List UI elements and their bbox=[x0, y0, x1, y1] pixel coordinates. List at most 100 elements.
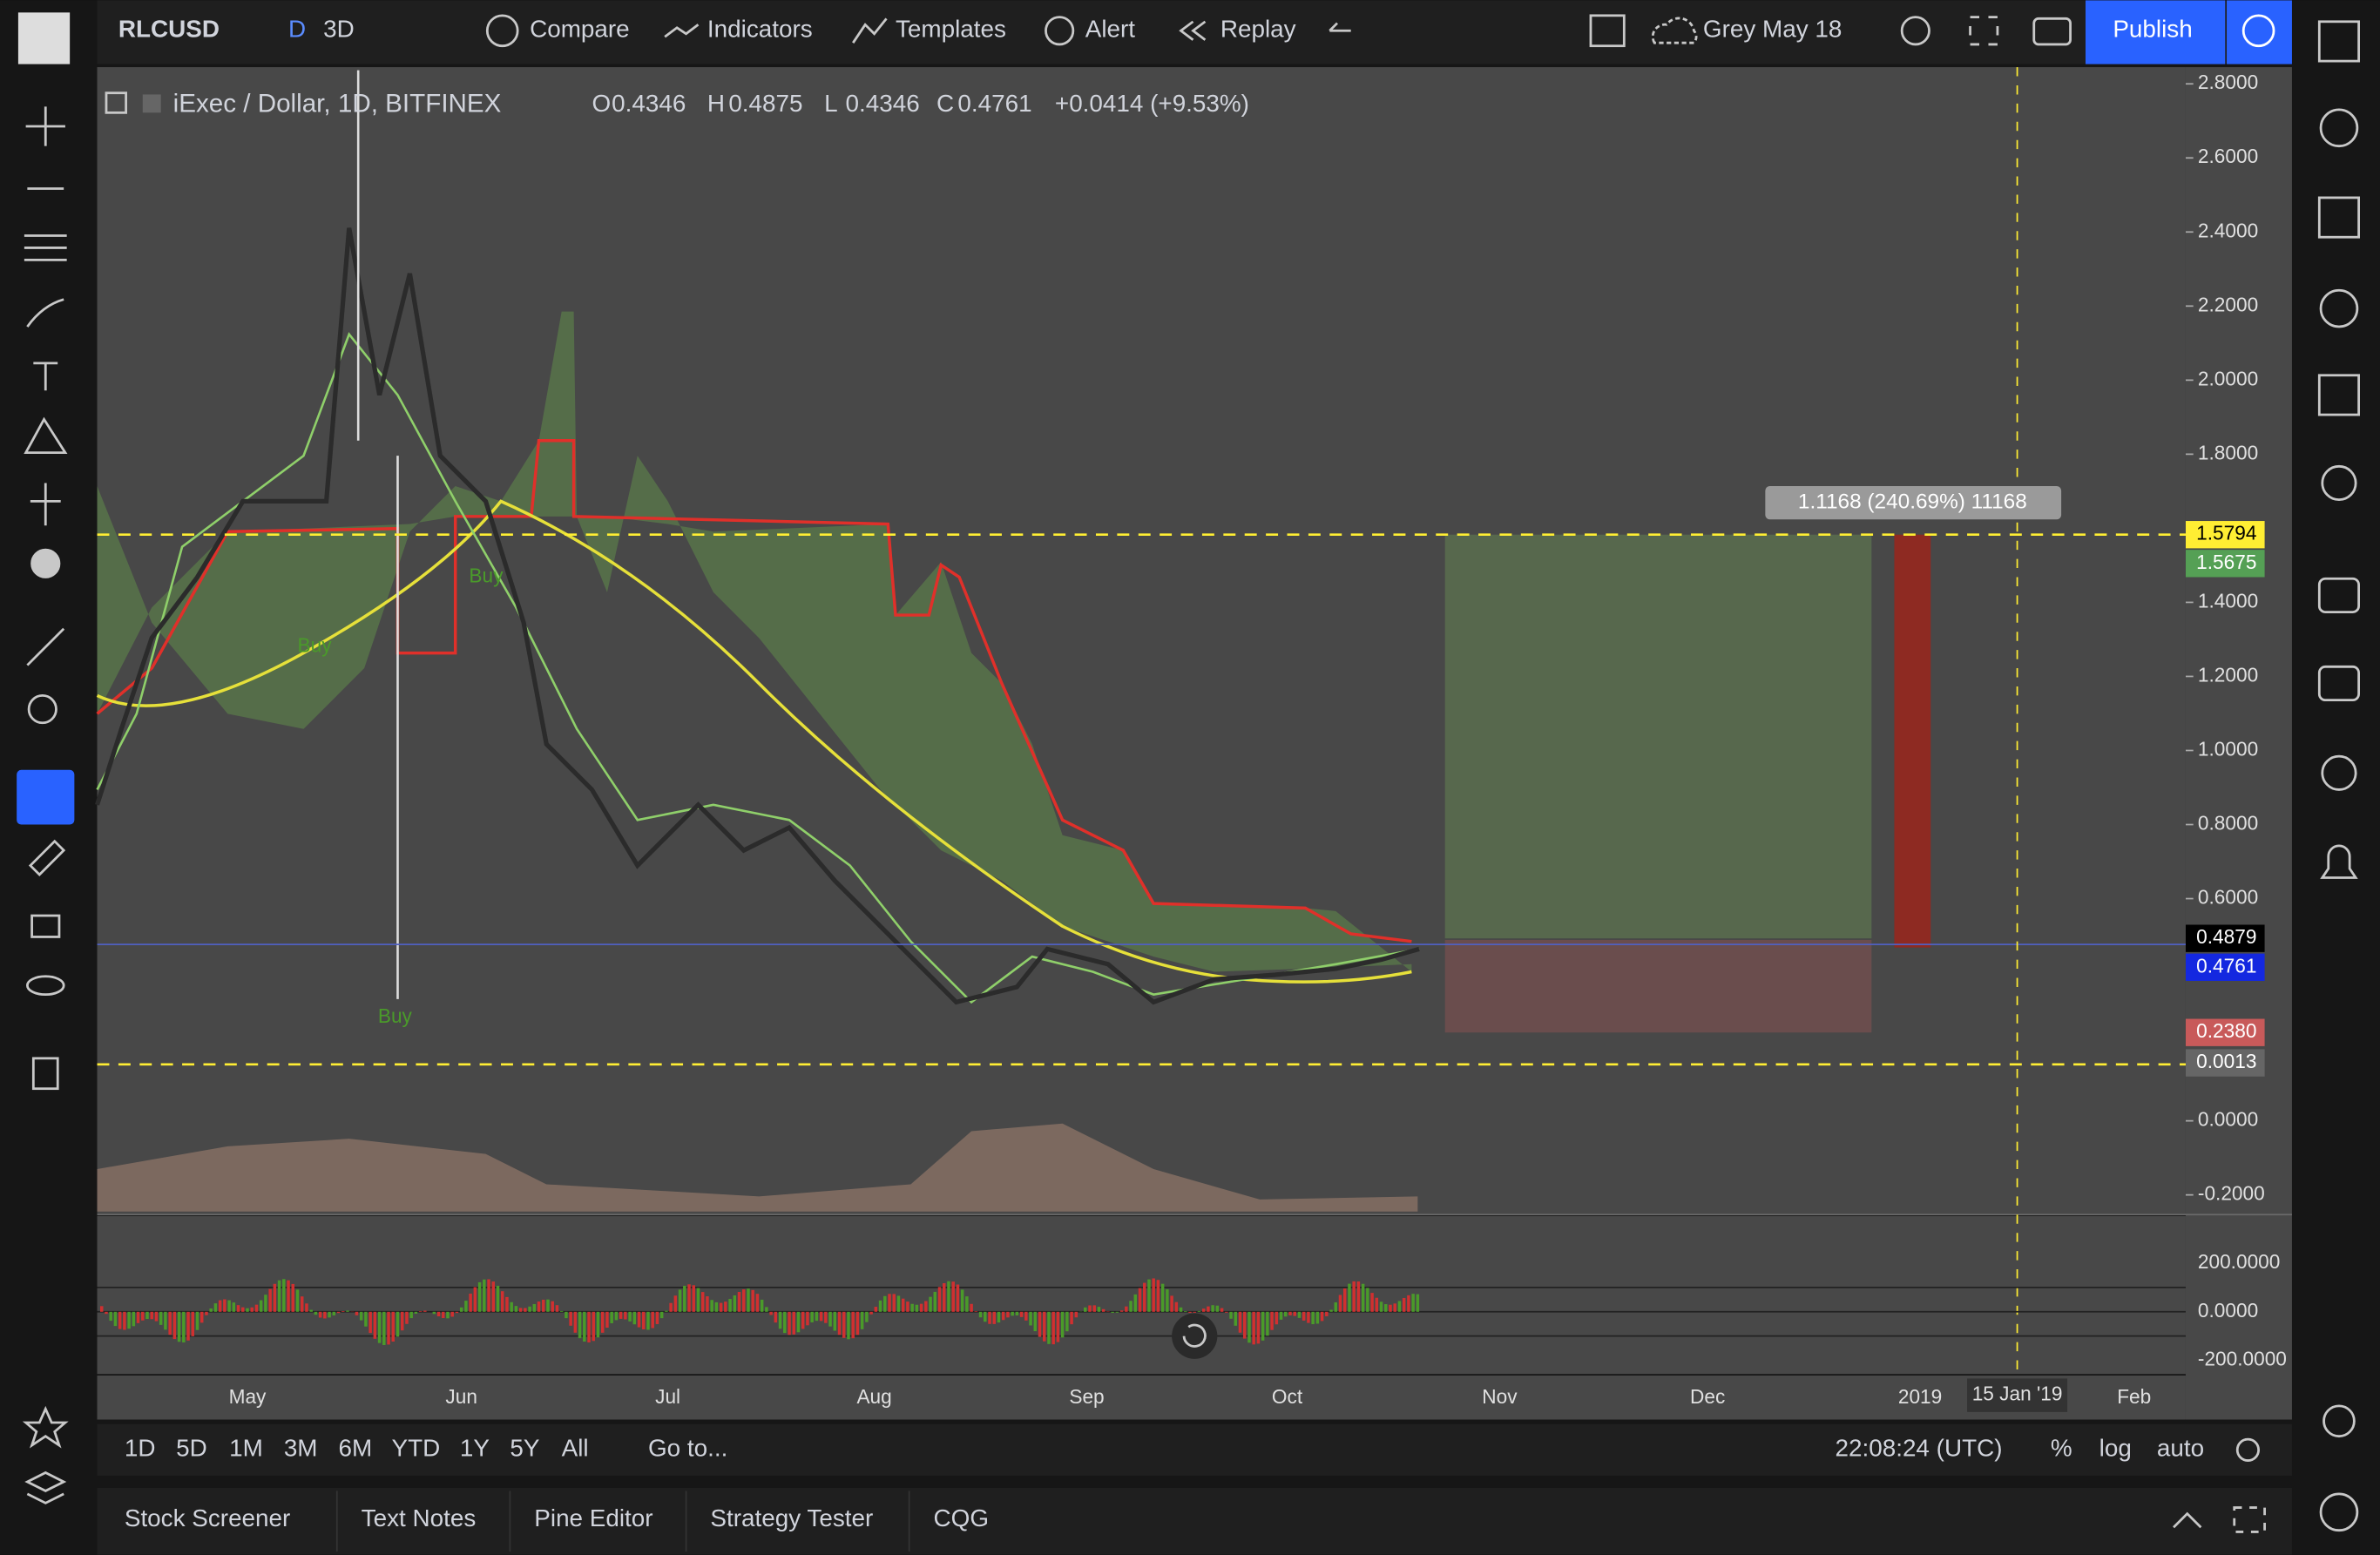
osc-bar bbox=[141, 1311, 145, 1321]
bug-report[interactable] bbox=[2323, 1404, 2356, 1438]
osc-bar bbox=[154, 1311, 159, 1322]
undo[interactable] bbox=[1329, 22, 1351, 32]
magnet-tool[interactable] bbox=[17, 769, 75, 825]
legend-toggle[interactable] bbox=[105, 91, 128, 114]
osc-bar bbox=[118, 1311, 122, 1329]
osc-bar bbox=[724, 1301, 727, 1312]
ideas[interactable] bbox=[2321, 464, 2357, 502]
osc-bar bbox=[282, 1279, 286, 1312]
scale-option[interactable]: % bbox=[2051, 1435, 2072, 1462]
chats[interactable] bbox=[2317, 577, 2361, 613]
settings[interactable] bbox=[1900, 16, 1930, 46]
help[interactable] bbox=[2319, 1492, 2359, 1532]
layout-icon[interactable] bbox=[1589, 14, 1626, 48]
osc-bar bbox=[978, 1311, 983, 1318]
range-button[interactable]: 1M bbox=[229, 1435, 263, 1462]
price-tick-label: 2.6000 bbox=[2198, 145, 2258, 167]
interval[interactable]: D bbox=[288, 16, 306, 43]
maximize-panel[interactable] bbox=[2233, 1506, 2266, 1533]
scale-option[interactable]: auto bbox=[2157, 1435, 2204, 1462]
play-button[interactable] bbox=[2227, 0, 2292, 64]
fullscreen[interactable] bbox=[1969, 16, 1999, 46]
measure-bar[interactable] bbox=[1894, 534, 1931, 948]
watchlist[interactable] bbox=[2317, 20, 2361, 63]
publish-button[interactable]: Publish bbox=[2113, 16, 2192, 43]
osc-bar bbox=[984, 1311, 987, 1322]
osc-bar bbox=[637, 1311, 641, 1328]
lock-tool[interactable] bbox=[30, 914, 61, 938]
measure-tool[interactable] bbox=[30, 483, 61, 526]
range-button[interactable]: 5Y bbox=[510, 1435, 539, 1462]
templates-button[interactable]: Templates bbox=[896, 16, 1006, 43]
range-button[interactable]: 1Y bbox=[460, 1435, 490, 1462]
range-button[interactable]: All bbox=[562, 1435, 589, 1462]
ruler-tool[interactable] bbox=[26, 627, 65, 666]
time-tick-label: Sep bbox=[1069, 1385, 1104, 1408]
stop-zone[interactable] bbox=[1444, 939, 1872, 1033]
osc-bar bbox=[418, 1311, 423, 1312]
alert-button[interactable]: Alert bbox=[1085, 16, 1136, 43]
hotlist[interactable] bbox=[2319, 288, 2359, 328]
price-tick-label: 0.6000 bbox=[2198, 886, 2258, 909]
bottom-tab[interactable]: Pine Editor bbox=[534, 1504, 652, 1531]
compare-button[interactable]: Compare bbox=[530, 16, 630, 43]
reset-chart[interactable] bbox=[1172, 1313, 1218, 1359]
text-tool[interactable] bbox=[33, 362, 58, 391]
bottom-tab[interactable]: Strategy Tester bbox=[710, 1504, 873, 1531]
range-button[interactable]: 3M bbox=[284, 1435, 318, 1462]
data-window[interactable] bbox=[2317, 196, 2361, 239]
interval[interactable]: 3D bbox=[323, 16, 355, 43]
streams[interactable] bbox=[2321, 754, 2357, 791]
zoom-tool[interactable] bbox=[27, 694, 57, 725]
crosshair-tool[interactable] bbox=[25, 106, 65, 146]
shape-tool[interactable] bbox=[30, 548, 61, 578]
bottom-panel bbox=[97, 1487, 2292, 1555]
osc-bar bbox=[1307, 1311, 1310, 1323]
range-button[interactable]: 1D bbox=[125, 1435, 156, 1462]
replay-button[interactable]: Replay bbox=[1220, 16, 1296, 43]
range-button[interactable]: 6M bbox=[339, 1435, 373, 1462]
object-tree[interactable] bbox=[24, 1470, 67, 1504]
messages[interactable] bbox=[2317, 665, 2361, 702]
goto-button[interactable]: Go to... bbox=[648, 1435, 727, 1462]
osc-bar bbox=[496, 1285, 500, 1312]
osc-bar bbox=[1215, 1305, 1220, 1312]
osc-bar bbox=[1311, 1311, 1315, 1325]
bottom-tab[interactable]: Stock Screener bbox=[125, 1504, 290, 1531]
brush-tool[interactable] bbox=[26, 298, 64, 328]
osc-bar bbox=[1297, 1311, 1302, 1318]
notifications[interactable] bbox=[2320, 844, 2358, 879]
avatar[interactable] bbox=[17, 12, 71, 64]
lock-draw-tool[interactable] bbox=[28, 839, 66, 876]
bottom-tab[interactable]: CQG bbox=[934, 1504, 989, 1531]
osc-bar bbox=[1184, 1311, 1187, 1312]
publish-button-bg[interactable] bbox=[2085, 0, 2226, 64]
hide-tool[interactable] bbox=[25, 975, 65, 997]
layout-name[interactable]: Grey May 18 bbox=[1703, 16, 1842, 43]
bottom-tab[interactable]: Text Notes bbox=[362, 1504, 477, 1531]
osc-bar bbox=[733, 1295, 737, 1312]
osc-bar bbox=[783, 1311, 787, 1334]
axis-settings[interactable] bbox=[2235, 1437, 2261, 1462]
osc-bar bbox=[341, 1311, 345, 1312]
osc-bar bbox=[1361, 1283, 1365, 1312]
range-button[interactable]: 5D bbox=[176, 1435, 207, 1462]
time-tick-label: Jun bbox=[445, 1385, 477, 1408]
osc-bar bbox=[1060, 1311, 1065, 1338]
scale-option[interactable]: log bbox=[2099, 1435, 2132, 1462]
pattern-tool[interactable] bbox=[24, 416, 68, 455]
favorites[interactable] bbox=[22, 1405, 69, 1449]
indicators-button[interactable]: Indicators bbox=[707, 16, 813, 43]
range-button[interactable]: YTD bbox=[392, 1435, 441, 1462]
fib-tool[interactable] bbox=[24, 234, 67, 261]
symbol[interactable]: RLCUSD bbox=[118, 16, 220, 43]
calendar[interactable] bbox=[2317, 374, 2361, 416]
legend-symbol[interactable]: iExec / Dollar, 1D, BITFINEX bbox=[173, 89, 502, 118]
osc-bar bbox=[551, 1301, 554, 1312]
target-zone[interactable] bbox=[1444, 534, 1872, 939]
collapse-panel[interactable] bbox=[2173, 1511, 2202, 1529]
legend-icon bbox=[142, 94, 161, 113]
snapshot[interactable] bbox=[2032, 17, 2072, 46]
delete-tool[interactable] bbox=[31, 1057, 59, 1091]
alerts[interactable] bbox=[2319, 108, 2359, 148]
